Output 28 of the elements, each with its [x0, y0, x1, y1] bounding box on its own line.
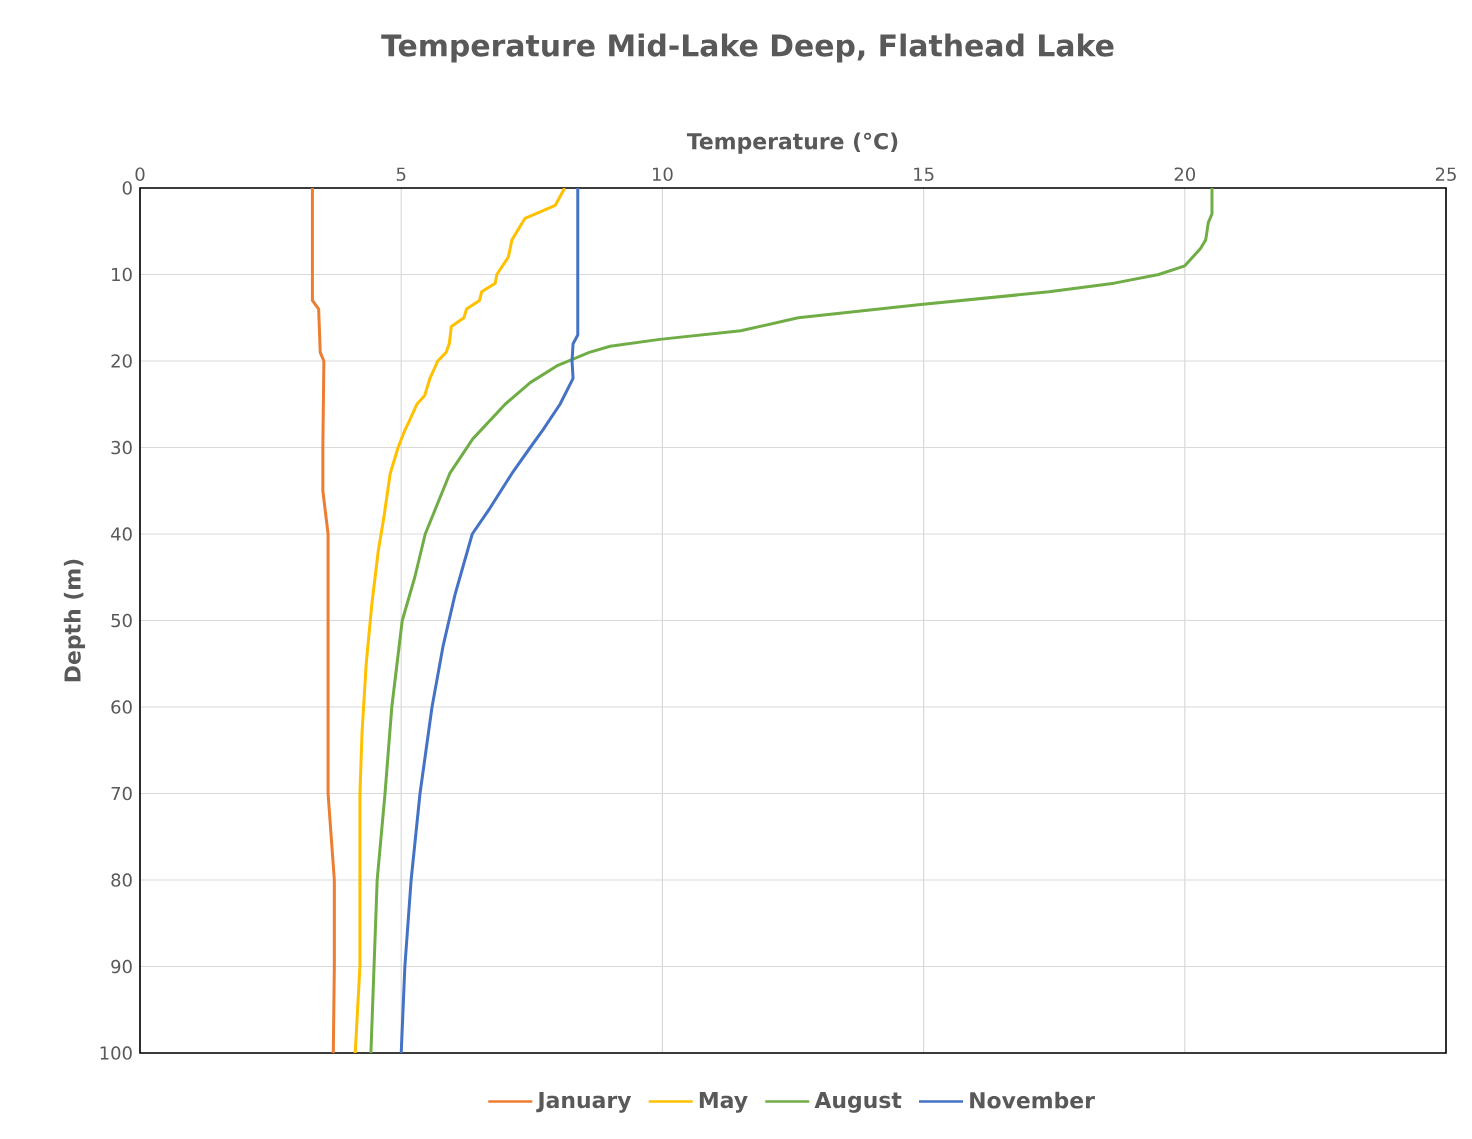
y-tick-label: 10 [112, 267, 132, 282]
x-tick-label: 15 [914, 167, 934, 181]
y-tick-label: 30 [111, 440, 132, 455]
x-tick-label: 0 [135, 167, 145, 181]
y-tick-label: 70 [111, 786, 132, 801]
line-series [369, 188, 1214, 1054]
y-tick-label: 90 [111, 959, 132, 974]
line-series [399, 188, 580, 1054]
x-tick-label: 20 [1174, 167, 1196, 181]
legend-label: May [699, 1092, 748, 1113]
y-tick-label: 80 [111, 873, 132, 887]
line-series [353, 188, 567, 1054]
x-tick-label: 10 [652, 167, 673, 181]
x-tick-label: 25 [1435, 167, 1456, 181]
y-tick-label: 50 [111, 613, 132, 628]
y-tick-label: 60 [111, 700, 132, 714]
legend-label: August [814, 1092, 902, 1113]
legend-label: November [970, 1091, 1095, 1109]
y-axis-title: Depth (m) [63, 559, 86, 682]
y-tick-label: 40 [111, 527, 132, 541]
line-series [310, 188, 336, 1054]
legend-label: January [536, 1092, 632, 1113]
y-tick-label: 0 [122, 181, 132, 195]
chart-title: Temperature Mid-Lake Deep, Flathead Lake [381, 33, 1114, 63]
x-axis-title: Temperature (°C) [686, 132, 898, 154]
y-tick-label: 20 [111, 354, 132, 368]
y-tick-label: 100 [100, 1046, 132, 1060]
x-tick-label: 5 [396, 167, 406, 181]
